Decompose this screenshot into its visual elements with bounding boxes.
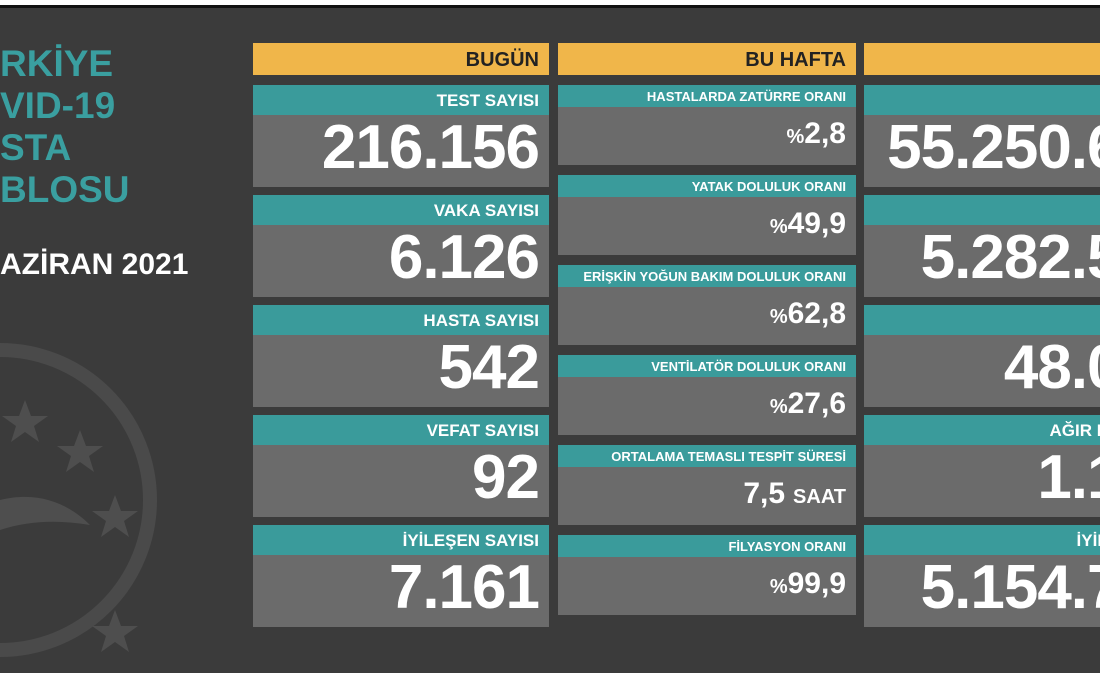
stat-label: YATAK DOLULUK ORANI (558, 175, 856, 197)
stat-card: VEFAT48.00 (864, 305, 1100, 407)
unit: SAAT (793, 486, 846, 508)
column-header: BUGÜN (253, 43, 549, 75)
stat-card: VENTİLATÖR DOLULUK ORANI %27,6 (558, 355, 856, 435)
stat-card: VEFAT SAYISI 92 (253, 415, 549, 517)
stat-label: İYİLEŞEN (864, 525, 1100, 555)
number: 92 (472, 443, 540, 512)
stat-label: VAKA (864, 195, 1100, 225)
number: 5.154.77 (920, 553, 1100, 622)
number: 1.14 (1037, 443, 1100, 512)
unit: % (769, 216, 788, 238)
stat-label: HASTA SAYISI (253, 305, 549, 335)
stat-value: 55.250.62 (864, 115, 1100, 181)
stat-value: 7,5 SAAT (558, 467, 856, 524)
number: 99,9 (787, 567, 846, 600)
stat-value: 7.161 (253, 555, 549, 621)
stat-value: %27,6 (558, 377, 856, 434)
stat-card: HASTA SAYISI 542 (253, 305, 549, 407)
stat-label: VENTİLATÖR DOLULUK ORANI (558, 355, 856, 377)
stat-value: 92 (253, 445, 549, 511)
title-line: RKİYE (0, 43, 114, 84)
stat-label: FİLYASYON ORANI (558, 535, 856, 557)
stat-card: VAKA5.282.59 (864, 195, 1100, 297)
stat-label: VAKA SAYISI (253, 195, 549, 225)
emblem (0, 343, 157, 657)
stat-value: %99,9 (558, 557, 856, 614)
stat-value: 1.14 (864, 445, 1100, 511)
stat-card: AĞIR HASTA1.14 (864, 415, 1100, 517)
number: 5.282.59 (920, 223, 1100, 292)
date: AZİRAN 2021 (0, 248, 189, 281)
stat-card: TEST55.250.62 (864, 85, 1100, 187)
stat-card: İYİLEŞEN SAYISI 7.161 (253, 525, 549, 627)
unit: % (769, 396, 788, 418)
title-line: VID-19 (0, 85, 116, 126)
stat-label: VEFAT SAYISI (253, 415, 549, 445)
number: 49,9 (787, 207, 846, 240)
stat-card: HASTALARDA ZATÜRRE ORANI %2,8 (558, 85, 856, 165)
title-line: STA (0, 127, 72, 168)
unit: % (769, 576, 788, 598)
number: 62,8 (787, 297, 846, 330)
stat-value: 5.154.77 (864, 555, 1100, 621)
stat-card: ERİŞKİN YOĞUN BAKIM DOLULUK ORANI %62,8 (558, 265, 856, 345)
number: 6.126 (388, 223, 540, 292)
stat-value: %62,8 (558, 287, 856, 344)
stat-card: VAKA SAYISI 6.126 (253, 195, 549, 297)
column-header: BU HAFTA (558, 43, 856, 75)
number: 216.156 (321, 113, 540, 182)
unit: % (786, 126, 805, 148)
unit: % (769, 306, 788, 328)
stat-value: %2,8 (558, 107, 856, 164)
number: 2,8 (804, 117, 846, 150)
stat-label: HASTALARDA ZATÜRRE ORANI (558, 85, 856, 107)
stat-value: 5.282.59 (864, 225, 1100, 291)
number: 27,6 (787, 387, 846, 420)
stat-label: ORTALAMA TEMASLI TESPİT SÜRESİ (558, 445, 856, 467)
stat-card: ORTALAMA TEMASLI TESPİT SÜRESİ 7,5 SAAT (558, 445, 856, 525)
stat-value: 48.00 (864, 335, 1100, 401)
number: 542 (438, 333, 540, 402)
stat-card: YATAK DOLULUK ORANI %49,9 (558, 175, 856, 255)
stat-label: TEST SAYISI (253, 85, 549, 115)
stat-value: 542 (253, 335, 549, 401)
stat-label: TEST (864, 85, 1100, 115)
stat-card: İYİLEŞEN5.154.77 (864, 525, 1100, 627)
stat-value: 6.126 (253, 225, 549, 291)
column-header: TOP (864, 43, 1100, 75)
stat-label: VEFAT (864, 305, 1100, 335)
number: 7.161 (388, 553, 540, 622)
number: 7,5 (743, 477, 786, 510)
stat-value: %49,9 (558, 197, 856, 254)
stat-label: İYİLEŞEN SAYISI (253, 525, 549, 555)
stat-label: AĞIR HASTA (864, 415, 1100, 445)
stat-label: ERİŞKİN YOĞUN BAKIM DOLULUK ORANI (558, 265, 856, 287)
stat-card: FİLYASYON ORANI %99,9 (558, 535, 856, 615)
number: 55.250.62 (887, 113, 1100, 182)
stat-card: TEST SAYISI 216.156 (253, 85, 549, 187)
title-line: BLOSU (0, 169, 130, 210)
number: 48.00 (1003, 333, 1100, 402)
stat-value: 216.156 (253, 115, 549, 181)
